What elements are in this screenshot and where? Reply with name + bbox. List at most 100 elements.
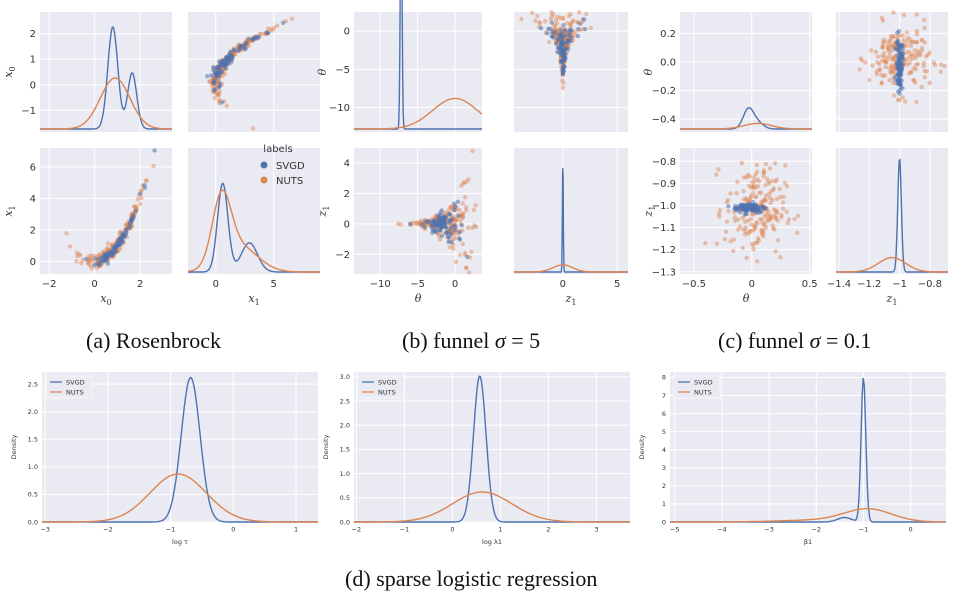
scatter-point-nuts: [925, 52, 931, 57]
scatter-point-nuts: [796, 213, 801, 219]
scatter-point-nuts: [775, 210, 780, 215]
scatter-point-nuts: [85, 260, 91, 265]
scatter-point-nuts: [566, 13, 572, 19]
scatter-point-nuts: [746, 183, 752, 189]
scatter-point-svgd: [726, 204, 731, 209]
scatter-point-nuts: [270, 28, 275, 33]
scatter-point-nuts: [767, 181, 772, 186]
scatter-point-nuts: [131, 204, 137, 209]
scatter-point-nuts: [588, 25, 594, 31]
scatter-point-svgd: [238, 46, 243, 51]
scatter-point-nuts: [888, 70, 894, 76]
scatter-point-nuts: [741, 227, 746, 232]
scatter-point-nuts: [447, 207, 452, 212]
scatter-point-nuts: [881, 73, 886, 79]
scatter-point-nuts: [760, 220, 765, 225]
scatter-point-nuts: [781, 194, 786, 200]
scatter-point-nuts: [781, 200, 786, 205]
scatter-point-svgd: [222, 61, 227, 66]
scatter-point-nuts: [448, 204, 453, 210]
scatter-point-svgd: [562, 57, 567, 62]
caption-b-sigma: σ: [494, 328, 506, 353]
x-tick-label: −1.4: [827, 279, 851, 290]
scatter-point-nuts: [795, 230, 800, 235]
scatter-point-svgd: [554, 41, 559, 46]
scatter-point-nuts: [887, 53, 892, 58]
scatter-point-nuts: [908, 40, 913, 45]
scatter-point-nuts: [742, 232, 748, 237]
scatter-point-nuts: [86, 261, 91, 267]
scatter-point-svgd: [583, 27, 588, 32]
scatter-point-svgd: [896, 29, 902, 34]
y-tick-label: 0.5: [28, 491, 38, 499]
scatter-point-nuts: [530, 10, 535, 16]
scatter-point-nuts: [462, 250, 468, 256]
x-tick-label: −2: [42, 279, 57, 290]
y-tick-label: −1.1: [652, 223, 676, 234]
scatter-point-svgd: [449, 239, 455, 245]
scatter-point-nuts: [473, 203, 478, 208]
scatter-point-svgd: [900, 86, 905, 91]
scatter-point-nuts: [914, 62, 919, 67]
scatter-point-nuts: [143, 178, 148, 184]
scatter-point-nuts: [250, 126, 256, 131]
scatter-point-svgd: [83, 256, 89, 262]
axis-label: θ: [415, 292, 422, 305]
scatter-point-nuts: [901, 38, 906, 43]
y-tick-label: 1: [30, 55, 36, 66]
scatter-point-nuts: [466, 225, 471, 230]
scatter-point-nuts: [747, 174, 752, 179]
x-tick-label: −4: [717, 526, 727, 534]
scatter-point-svgd: [748, 204, 753, 210]
scatter-point-nuts: [216, 92, 221, 98]
scatter-point-nuts: [758, 190, 763, 195]
scatter-point-nuts: [875, 60, 880, 65]
caption-a: (a) Rosenbrock: [86, 328, 222, 353]
scatter-point-nuts: [911, 78, 916, 83]
scatter-point-nuts: [905, 56, 910, 62]
scatter-point-nuts: [770, 197, 775, 203]
scatter-point-svgd: [224, 56, 229, 61]
scatter-point-nuts: [751, 243, 756, 248]
scatter-point-nuts: [885, 42, 890, 48]
caption-c: (c) funnel σ = 0.1: [718, 328, 871, 354]
scatter-point-nuts: [460, 201, 465, 206]
scatter-point-nuts: [761, 198, 766, 203]
scatter-point-nuts: [741, 175, 747, 180]
y-tick-label: 1: [662, 500, 666, 508]
panel-c00: −0.4 −0.2 0.0 0.2: [652, 12, 812, 132]
scatter-point-nuts: [452, 232, 457, 237]
scatter-point-nuts: [87, 263, 93, 268]
scatter-point-nuts: [214, 92, 220, 97]
scatter-point-nuts: [891, 68, 897, 74]
scatter-point-nuts: [755, 236, 761, 241]
panel-background: [836, 148, 948, 274]
scatter-point-svgd: [420, 222, 425, 227]
legend-marker-nuts: [260, 176, 268, 184]
legend-label-nuts: NUTS: [694, 389, 712, 397]
scatter-point-svgd: [900, 47, 905, 52]
scatter-point-nuts: [890, 80, 896, 86]
scatter-point-nuts: [535, 13, 540, 19]
scatter-point-nuts: [271, 25, 277, 31]
caption-b-value: = 5: [511, 328, 541, 353]
scatter-point-nuts: [882, 59, 887, 64]
x-tick-label: 0: [909, 526, 913, 534]
density-curve-nuts: [836, 256, 948, 273]
scatter-point-nuts: [224, 103, 229, 108]
scatter-point-nuts: [762, 197, 768, 202]
scatter-point-nuts: [786, 217, 792, 222]
scatter-point-nuts: [746, 231, 751, 236]
scatter-point-nuts: [770, 223, 775, 228]
scatter-point-nuts: [722, 236, 727, 242]
x-tick-label: −0.5: [682, 279, 706, 290]
scatter-point-nuts: [880, 40, 886, 45]
scatter-point-nuts: [906, 49, 912, 54]
scatter-point-nuts: [749, 180, 755, 185]
scatter-point-svgd: [100, 255, 106, 260]
y-axis-label: Density: [322, 434, 330, 459]
scatter-point-nuts: [774, 196, 780, 202]
scatter-point-nuts: [749, 184, 755, 189]
scatter-point-nuts: [774, 209, 779, 214]
scatter-point-nuts: [453, 236, 458, 241]
